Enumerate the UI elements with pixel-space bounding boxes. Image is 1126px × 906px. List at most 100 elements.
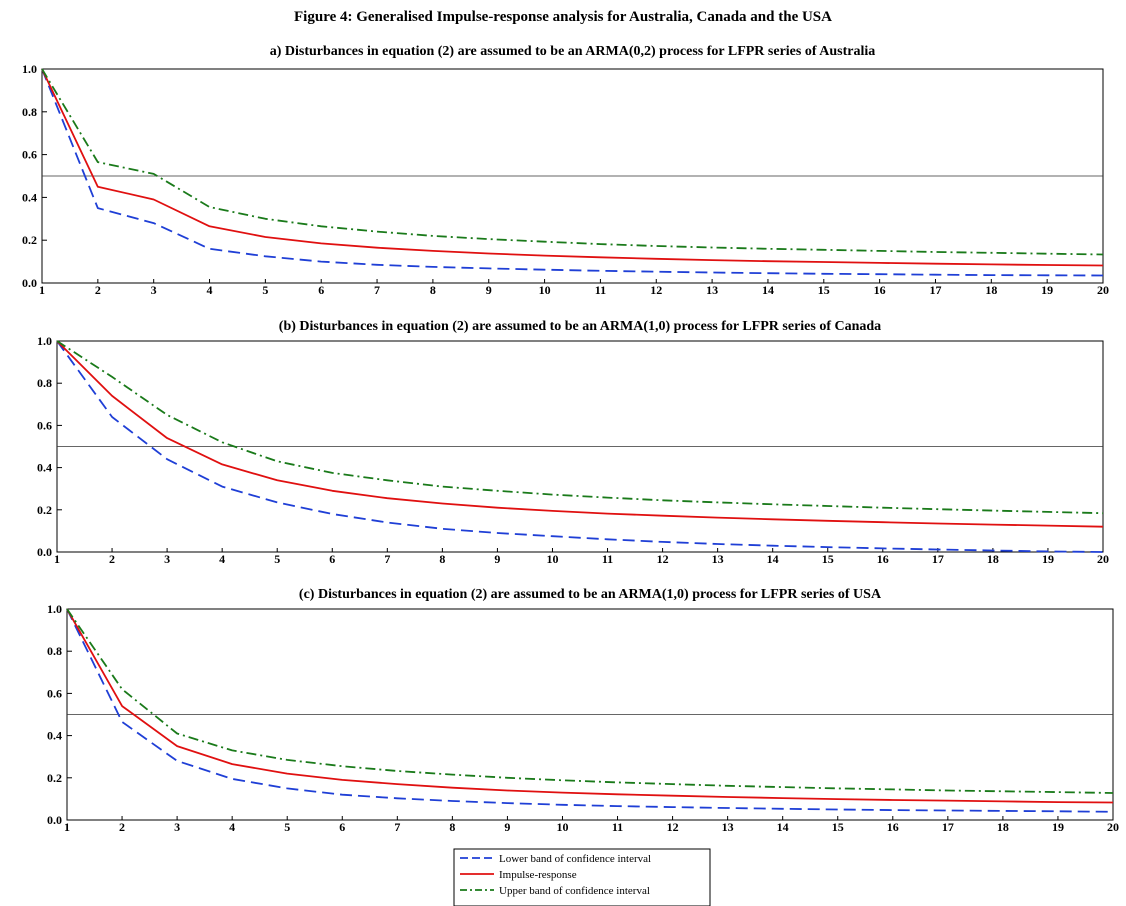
y-tick-label: 0.0 [47, 813, 62, 827]
x-tick-label: 5 [262, 283, 268, 297]
x-tick-label: 8 [449, 820, 455, 834]
x-tick-label: 9 [494, 552, 500, 566]
x-tick-label: 4 [207, 283, 213, 297]
series-line-upper-band [41, 68, 1104, 256]
y-tick-label: 0.6 [47, 686, 62, 700]
y-tick-label: 0.4 [37, 461, 52, 475]
x-tick-label: 20 [1107, 820, 1119, 834]
x-tick-label: 19 [1042, 552, 1054, 566]
y-tick-label: 0.4 [47, 729, 62, 743]
x-tick-label: 15 [822, 552, 834, 566]
x-tick-label: 8 [439, 552, 445, 566]
x-tick-label: 15 [832, 820, 844, 834]
x-tick-label: 1 [39, 283, 45, 297]
series-line-upper-band [56, 340, 1104, 515]
x-tick-label: 6 [329, 552, 335, 566]
x-tick-label: 16 [887, 820, 899, 834]
x-tick-label: 8 [430, 283, 436, 297]
legend-label: Upper band of confidence interval [499, 885, 650, 897]
x-tick-label: 14 [777, 820, 789, 834]
chart-panel-3: (c) Disturbances in equation (2) are ass… [47, 587, 1119, 834]
series-line-impulse-response [66, 608, 1114, 804]
x-tick-label: 11 [612, 820, 623, 834]
x-tick-label: 10 [546, 552, 558, 566]
x-tick-label: 2 [95, 283, 101, 297]
x-tick-label: 13 [712, 552, 724, 566]
x-tick-label: 5 [284, 820, 290, 834]
x-tick-label: 13 [706, 283, 718, 297]
panels: a) Disturbances in equation (2) are assu… [22, 44, 1119, 834]
x-tick-label: 17 [929, 283, 941, 297]
y-tick-label: 0.2 [22, 233, 37, 247]
x-tick-label: 10 [556, 820, 568, 834]
x-tick-label: 14 [762, 283, 774, 297]
y-tick-label: 0.0 [22, 276, 37, 290]
x-tick-label: 1 [64, 820, 70, 834]
x-tick-label: 6 [318, 283, 324, 297]
x-tick-label: 17 [942, 820, 954, 834]
series-line-lower-band [66, 608, 1114, 813]
x-tick-label: 7 [374, 283, 380, 297]
x-tick-label: 17 [932, 552, 944, 566]
series-line-lower-band [56, 340, 1104, 553]
x-tick-label: 4 [219, 552, 225, 566]
x-tick-label: 7 [394, 820, 400, 834]
x-tick-label: 11 [595, 283, 606, 297]
y-tick-label: 1.0 [37, 334, 52, 348]
chart-panel-2: (b) Disturbances in equation (2) are ass… [37, 319, 1109, 566]
legend-label: Impulse-response [499, 869, 577, 881]
x-tick-label: 2 [109, 552, 115, 566]
x-tick-label: 20 [1097, 552, 1109, 566]
legend: Lower band of confidence interval Impulse… [453, 848, 711, 906]
panel-title: a) Disturbances in equation (2) are assu… [270, 44, 875, 59]
panel-title: (c) Disturbances in equation (2) are ass… [299, 587, 882, 602]
x-tick-label: 3 [164, 552, 170, 566]
x-tick-label: 5 [274, 552, 280, 566]
y-tick-label: 0.2 [37, 503, 52, 517]
chart-panel-1: a) Disturbances in equation (2) are assu… [22, 44, 1109, 297]
y-tick-label: 0.4 [22, 190, 37, 204]
series-line-lower-band [41, 68, 1104, 277]
x-tick-label: 10 [539, 283, 551, 297]
x-tick-label: 14 [767, 552, 779, 566]
x-tick-label: 9 [504, 820, 510, 834]
x-tick-label: 13 [722, 820, 734, 834]
y-tick-label: 0.6 [22, 148, 37, 162]
x-tick-label: 20 [1097, 283, 1109, 297]
y-tick-label: 1.0 [22, 62, 37, 76]
x-tick-label: 12 [650, 283, 662, 297]
x-tick-label: 4 [229, 820, 235, 834]
legend-label: Lower band of confidence interval [499, 853, 651, 865]
x-tick-label: 11 [602, 552, 613, 566]
x-tick-label: 6 [339, 820, 345, 834]
series-line-upper-band [66, 608, 1114, 794]
y-tick-label: 0.8 [37, 376, 52, 390]
y-tick-label: 1.0 [47, 602, 62, 616]
x-tick-label: 16 [877, 552, 889, 566]
x-tick-label: 15 [818, 283, 830, 297]
legend-box [453, 848, 711, 906]
series-line-impulse-response [56, 340, 1104, 528]
y-tick-label: 0.0 [37, 545, 52, 559]
x-tick-label: 3 [151, 283, 157, 297]
series-line-impulse-response [41, 68, 1104, 267]
x-tick-label: 12 [667, 820, 679, 834]
y-tick-label: 0.6 [37, 418, 52, 432]
x-tick-label: 3 [174, 820, 180, 834]
x-tick-label: 18 [985, 283, 997, 297]
x-tick-label: 7 [384, 552, 390, 566]
y-tick-label: 0.8 [22, 105, 37, 119]
x-tick-label: 12 [657, 552, 669, 566]
y-tick-label: 0.2 [47, 771, 62, 785]
y-tick-label: 0.8 [47, 644, 62, 658]
panel-title: (b) Disturbances in equation (2) are ass… [279, 319, 881, 334]
x-tick-label: 16 [874, 283, 886, 297]
figure-title: Figure 4: Generalised Impulse-response a… [294, 9, 832, 25]
x-tick-label: 2 [119, 820, 125, 834]
x-tick-label: 19 [1052, 820, 1064, 834]
x-tick-label: 1 [54, 552, 60, 566]
x-tick-label: 9 [486, 283, 492, 297]
x-tick-label: 19 [1041, 283, 1053, 297]
x-tick-label: 18 [997, 820, 1009, 834]
